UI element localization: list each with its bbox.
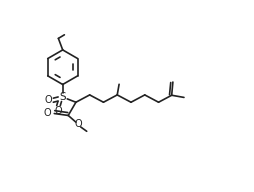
Text: O: O <box>45 95 52 105</box>
Text: S: S <box>59 92 66 102</box>
Text: O: O <box>43 108 51 118</box>
Text: O: O <box>54 106 62 116</box>
Text: O: O <box>74 119 82 129</box>
